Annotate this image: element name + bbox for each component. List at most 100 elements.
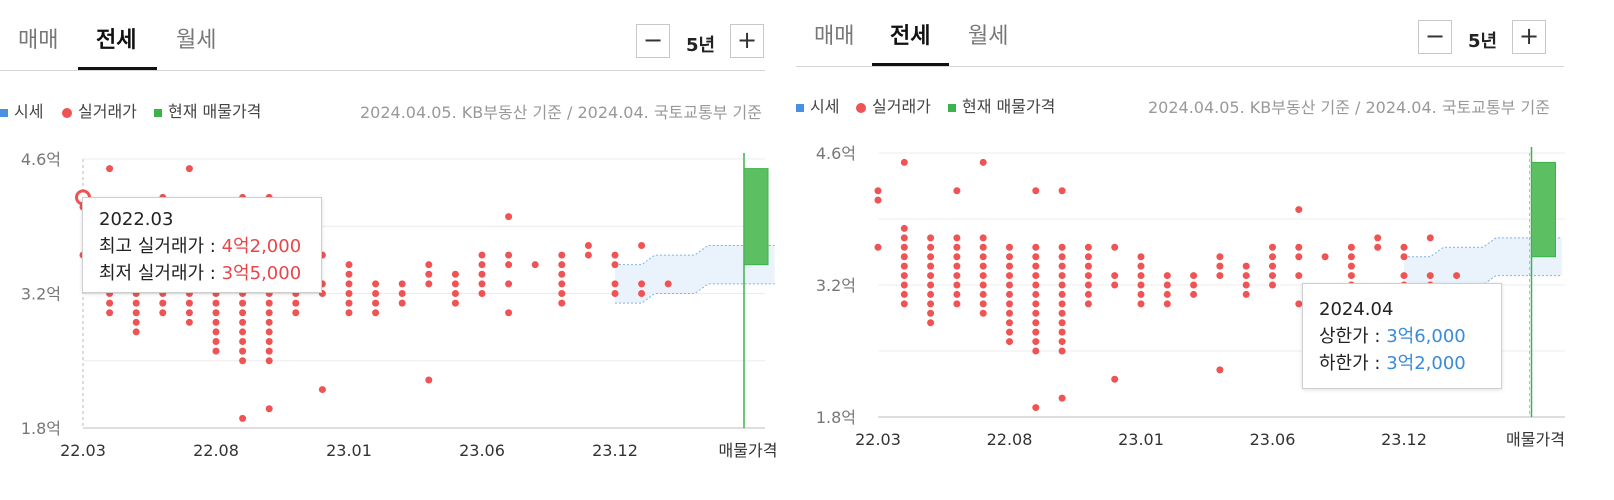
transaction-point[interactable] — [1347, 272, 1355, 280]
transaction-point[interactable] — [239, 357, 247, 365]
transaction-point[interactable] — [212, 309, 220, 317]
transaction-point[interactable] — [1084, 290, 1092, 298]
tab-jeonse[interactable]: 전세 — [890, 24, 931, 49]
transaction-point[interactable] — [1137, 262, 1145, 270]
transaction-point[interactable] — [953, 253, 961, 261]
transaction-point[interactable] — [451, 270, 459, 278]
tab-monthly-rent[interactable]: 월세 — [176, 28, 217, 53]
transaction-point[interactable] — [1058, 281, 1066, 289]
transaction-point[interactable] — [979, 281, 987, 289]
transaction-point[interactable] — [478, 280, 486, 288]
transaction-point[interactable] — [1032, 300, 1040, 308]
period-decrease-button[interactable]: − — [1418, 20, 1452, 54]
transaction-point[interactable] — [1058, 394, 1066, 402]
transaction-point[interactable] — [1374, 243, 1382, 251]
legend-actual-price[interactable]: 실거래가 — [856, 93, 931, 117]
transaction-point[interactable] — [979, 262, 987, 270]
transaction-point[interactable] — [1032, 319, 1040, 327]
transaction-point[interactable] — [398, 290, 406, 297]
transaction-point[interactable] — [953, 187, 961, 195]
legend-listing-price[interactable]: 현재 매물가격 — [948, 93, 1055, 117]
transaction-point[interactable] — [239, 299, 247, 307]
transaction-point[interactable] — [106, 165, 114, 173]
transaction-point[interactable] — [611, 290, 619, 297]
transaction-point[interactable] — [1032, 243, 1040, 251]
scatter-chart[interactable]: 4.6억 3.2억 1.8억 22.03 22.08 23.01 23.06 23.12 매물가… — [0, 140, 800, 470]
transaction-point[interactable] — [1032, 338, 1040, 346]
transaction-point[interactable] — [1111, 272, 1119, 280]
transaction-point[interactable] — [345, 280, 353, 288]
transaction-point[interactable] — [345, 261, 353, 269]
transaction-point[interactable] — [1137, 253, 1145, 261]
transaction-point[interactable] — [1032, 281, 1040, 289]
transaction-point[interactable] — [1242, 290, 1250, 298]
transaction-point[interactable] — [638, 241, 646, 249]
transaction-point[interactable] — [1400, 253, 1408, 261]
transaction-point[interactable] — [979, 253, 987, 261]
transaction-point[interactable] — [1137, 281, 1145, 289]
transaction-point[interactable] — [558, 251, 566, 259]
tab-jeonse[interactable]: 전세 — [96, 28, 137, 53]
transaction-point[interactable] — [1137, 290, 1145, 298]
legend-actual-price[interactable]: 실거래가 — [62, 98, 137, 122]
transaction-point[interactable] — [239, 414, 247, 422]
transaction-point[interactable] — [1032, 262, 1040, 270]
transaction-point[interactable] — [1295, 243, 1303, 251]
transaction-point[interactable] — [398, 299, 406, 307]
transaction-point[interactable] — [1347, 243, 1355, 251]
transaction-point[interactable] — [106, 309, 114, 317]
transaction-point[interactable] — [1032, 272, 1040, 280]
transaction-point[interactable] — [212, 338, 220, 346]
transaction-point[interactable] — [927, 319, 935, 327]
transaction-point[interactable] — [425, 270, 433, 278]
transaction-point[interactable] — [927, 281, 935, 289]
transaction-point[interactable] — [132, 318, 140, 326]
transaction-point[interactable] — [478, 290, 486, 297]
transaction-point[interactable] — [1006, 262, 1013, 270]
transaction-point[interactable] — [1242, 281, 1250, 289]
transaction-point[interactable] — [185, 318, 193, 326]
transaction-point[interactable] — [1032, 347, 1040, 355]
transaction-point[interactable] — [1084, 281, 1092, 289]
transaction-point[interactable] — [900, 262, 908, 270]
transaction-point[interactable] — [1058, 300, 1066, 308]
transaction-point[interactable] — [1295, 272, 1303, 280]
transaction-point[interactable] — [1032, 290, 1040, 298]
transaction-point[interactable] — [451, 280, 459, 288]
transaction-point[interactable] — [106, 299, 114, 307]
transaction-point[interactable] — [927, 253, 935, 261]
transaction-point[interactable] — [1426, 234, 1434, 242]
transaction-point[interactable] — [1084, 262, 1092, 270]
transaction-point[interactable] — [638, 280, 646, 288]
listing-price-bar[interactable] — [743, 168, 769, 266]
transaction-point[interactable] — [1032, 187, 1040, 195]
tab-sale[interactable]: 매매 — [814, 24, 855, 49]
transaction-point[interactable] — [425, 261, 433, 269]
transaction-point[interactable] — [1058, 262, 1066, 270]
transaction-point[interactable] — [372, 290, 380, 297]
transaction-point[interactable] — [558, 261, 566, 269]
transaction-point[interactable] — [558, 290, 566, 297]
transaction-point[interactable] — [265, 299, 273, 307]
transaction-point[interactable] — [1163, 281, 1171, 289]
transaction-point[interactable] — [1269, 243, 1276, 251]
transaction-point[interactable] — [979, 300, 987, 308]
transaction-point[interactable] — [953, 290, 961, 298]
transaction-point[interactable] — [451, 299, 459, 307]
transaction-point[interactable] — [1006, 309, 1013, 317]
transaction-point[interactable] — [1347, 253, 1355, 261]
transaction-point[interactable] — [900, 272, 908, 280]
transaction-point[interactable] — [558, 280, 566, 288]
transaction-point[interactable] — [927, 309, 935, 317]
market-price-band[interactable] — [1404, 237, 1562, 295]
transaction-point[interactable] — [239, 338, 247, 346]
transaction-point[interactable] — [1216, 253, 1224, 261]
transaction-point[interactable] — [1295, 206, 1303, 214]
transaction-point[interactable] — [1321, 253, 1329, 261]
period-increase-button[interactable]: + — [730, 24, 764, 58]
transaction-point[interactable] — [900, 290, 908, 298]
period-decrease-button[interactable]: − — [636, 24, 670, 58]
transaction-point[interactable] — [1058, 328, 1066, 336]
transaction-point[interactable] — [478, 251, 486, 259]
transaction-point[interactable] — [505, 261, 513, 269]
